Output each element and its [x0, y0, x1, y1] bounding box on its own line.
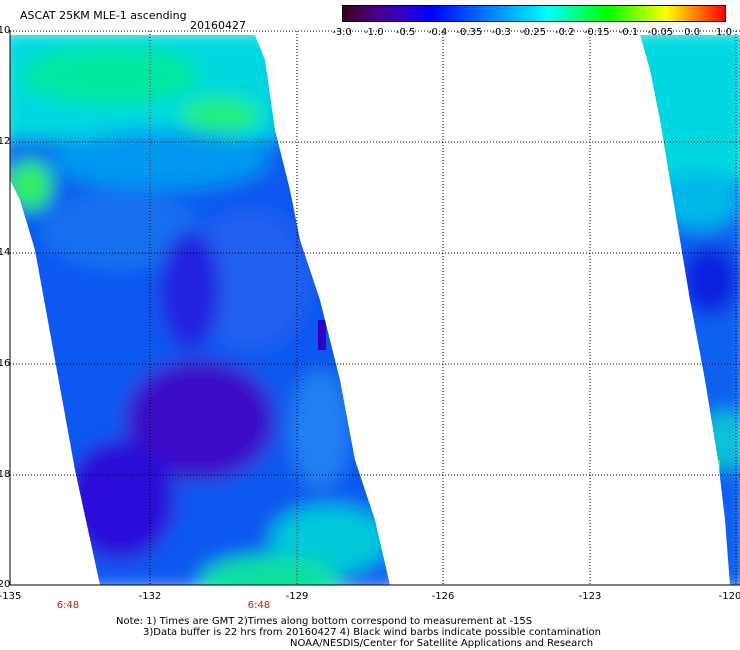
graticule: [10, 30, 740, 585]
note-line-3: NOAA/NESDIS/Center for Satellite Applica…: [290, 638, 594, 649]
lon-label: -120: [718, 591, 740, 602]
colorbar-tick-label: -0.5: [395, 27, 416, 38]
colorbar-tick-label: -0.4: [427, 27, 448, 38]
colorbar-tick-label: -0.25: [520, 27, 546, 38]
swath-west: [10, 35, 390, 585]
note-line-2: 3)Data buffer is 22 hrs from 20160427 4)…: [143, 627, 601, 638]
colorbar-tick-label: -0.1: [618, 27, 639, 38]
swath-east: [640, 35, 740, 585]
lon-label: -135: [0, 591, 22, 602]
lat-label: -18: [0, 469, 11, 480]
lon-label: -126: [431, 591, 455, 602]
colorbar-tick-label: -0.05: [647, 27, 674, 38]
colorbar-tick-label: -0.3: [491, 27, 511, 38]
lon-label: -123: [578, 591, 602, 602]
lat-label: -12: [0, 136, 11, 147]
colorbar-tick-label: -0.35: [456, 27, 483, 38]
lat-label: -14: [0, 247, 11, 258]
colorbar-tick-label: -0.2: [555, 27, 575, 38]
lat-label: -16: [0, 358, 11, 369]
colorbar-tick-label: -1.0: [364, 27, 384, 38]
colorbar-tick-label: 0.0: [684, 27, 701, 38]
chart-date: 20160427: [190, 19, 246, 32]
time-label: 6:48: [247, 600, 271, 611]
lat-label: -20: [0, 579, 11, 590]
colorbar-tick-label: -0.15: [583, 27, 610, 38]
time-label: 6:48: [56, 600, 80, 611]
chart-title: ASCAT 25KM MLE-1 ascending: [20, 9, 187, 22]
colorbar-tick-label: -3.0: [332, 27, 352, 38]
colorbar: [342, 5, 726, 22]
lon-label: -132: [138, 591, 162, 602]
lat-label: -10: [0, 25, 11, 36]
colorbar-tick-label: 1.0: [716, 27, 732, 38]
lon-label: -129: [285, 591, 309, 602]
note-line-1: Note: 1) Times are GMT 2)Times along bot…: [116, 616, 533, 627]
